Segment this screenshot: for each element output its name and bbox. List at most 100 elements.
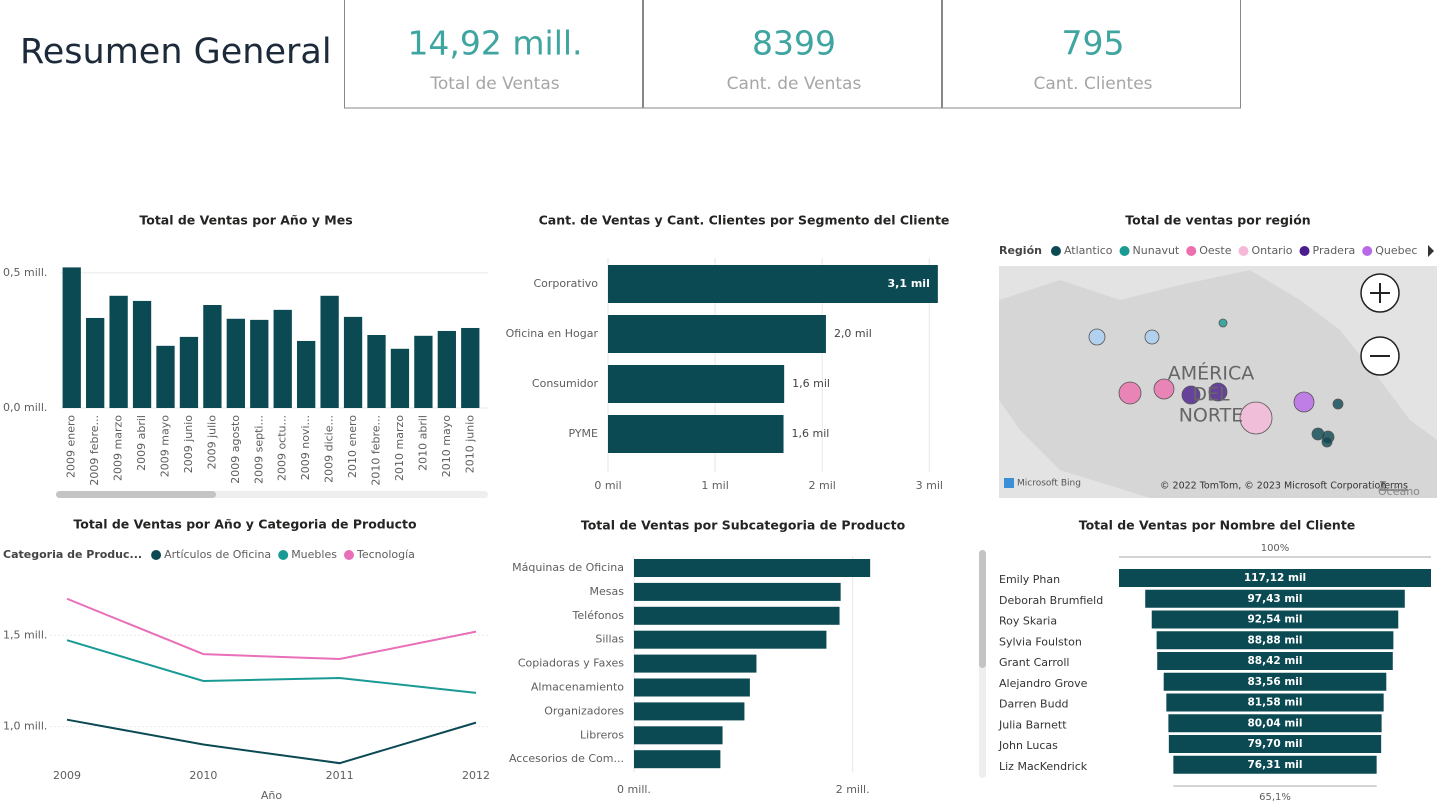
chart-title: Total de Ventas por Año y Mes	[139, 213, 352, 228]
funnel-bar	[1168, 714, 1382, 733]
x-tick-label: 2009 julio	[205, 415, 218, 470]
category-label: Copiadoras y Faxes	[518, 657, 624, 670]
y-tick-label: 1,5 mill.	[3, 628, 47, 641]
data-label: 88,42 mil	[1247, 655, 1302, 667]
bar	[634, 654, 757, 673]
y-tick-label: 0,0 mill.	[3, 401, 47, 414]
x-tick-label: 2 mill.	[836, 783, 870, 796]
map-bubble[interactable]	[1332, 398, 1344, 410]
x-tick-label: 2009 mayo	[159, 415, 172, 477]
map-bubble[interactable]	[1218, 318, 1228, 328]
bar	[634, 582, 841, 601]
bar	[390, 348, 410, 408]
category-label: Mesas	[590, 585, 625, 598]
legend-label: Atlantico	[1064, 244, 1113, 257]
x-axis-title: Año	[261, 789, 282, 802]
chart-title: Total de ventas por región	[1125, 213, 1310, 228]
x-tick-label: 2010 junio	[463, 415, 476, 474]
map-bubble[interactable]	[1208, 382, 1228, 402]
x-tick-label: 2009 abril	[135, 415, 148, 471]
map-bubble[interactable]	[1321, 436, 1333, 448]
bar	[634, 750, 721, 769]
kpi-card	[643, 0, 942, 109]
category-label: Deborah Brumfield	[999, 594, 1103, 607]
map-label: AMÉRICA	[1168, 362, 1254, 385]
bar	[634, 678, 750, 697]
bing-logo	[1004, 478, 1014, 488]
bar	[437, 330, 456, 408]
kpi-label: Total de Ventas	[429, 74, 559, 94]
legend-label: Tecnología	[356, 548, 415, 561]
funnel-bar	[1119, 569, 1431, 587]
y-tick-label: 0,5 mill.	[3, 266, 47, 279]
map-bubble[interactable]	[1118, 381, 1142, 405]
map-attribution: © 2022 TomTom, © 2023 Microsoft Corporat…	[1160, 481, 1386, 492]
kpi-card	[344, 0, 643, 109]
category-label: Sylvia Foulston	[999, 635, 1082, 648]
bar	[461, 327, 480, 408]
category-label: Libreros	[580, 728, 624, 741]
funnel-bar	[1145, 589, 1405, 608]
map-bubble[interactable]	[1088, 328, 1106, 346]
x-tick-label: 2009 dicie...	[323, 415, 336, 483]
x-tick-label: 2010 mayo	[440, 415, 453, 477]
data-label: 3,1 mil	[888, 277, 930, 290]
y-tick-label: 1,0 mill.	[3, 720, 47, 733]
kpi-card	[942, 0, 1241, 109]
legend-swatch	[1362, 246, 1373, 256]
map-ocean: Océano	[1378, 485, 1420, 498]
kpi-value: 795	[1062, 24, 1125, 63]
bar	[608, 365, 785, 403]
x-tick-label: 2010 enero	[346, 415, 359, 478]
legend-label: Quebec	[1375, 244, 1417, 257]
x-tick-label: 2010 marzo	[393, 415, 406, 481]
category-label: Alejandro Grove	[999, 677, 1088, 690]
legend-label: Artículos de Oficina	[164, 548, 271, 561]
data-label: 97,43 mil	[1247, 593, 1302, 605]
map-bubble[interactable]	[1144, 329, 1160, 345]
bar	[634, 606, 840, 625]
funnel-bar	[1163, 672, 1387, 691]
map-provider: Microsoft Bing	[1017, 479, 1081, 489]
legend-swatch	[1299, 246, 1310, 256]
bar	[608, 315, 826, 353]
bar	[634, 559, 871, 577]
scroll-thumb[interactable]	[979, 550, 986, 668]
chart-title: Total de Ventas por Subcategoria de Prod…	[581, 518, 906, 533]
data-label: 92,54 mil	[1247, 614, 1302, 626]
bar	[414, 335, 433, 408]
x-tick-label: 2 mil	[809, 479, 836, 492]
funnel-bar	[1151, 610, 1399, 629]
category-label: Organizadores	[544, 704, 624, 717]
legend-arrow[interactable]	[1428, 245, 1434, 257]
legend-swatch	[278, 550, 289, 560]
funnel-bar	[1157, 652, 1393, 670]
kpi-value: 8399	[752, 24, 836, 63]
series-line	[66, 718, 477, 765]
bar	[86, 317, 105, 408]
scroll-thumb[interactable]	[56, 491, 216, 498]
bar	[634, 702, 745, 721]
map-terms[interactable]: Terms	[1379, 481, 1408, 492]
funnel-bar	[1168, 735, 1382, 753]
x-tick-label: 2009 octu...	[276, 415, 289, 481]
bar	[608, 265, 938, 303]
category-label: Máquinas de Oficina	[512, 561, 624, 574]
legend-swatch	[1238, 246, 1249, 256]
x-tick-label: 0 mill.	[617, 783, 651, 796]
map-bubble[interactable]	[1239, 401, 1273, 435]
data-label: 2,0 mil	[834, 327, 872, 340]
x-tick-label: 2009 febre...	[88, 415, 101, 486]
chart-title: Total de Ventas por Año y Categoria de P…	[73, 517, 417, 532]
data-label: 1,6 mil	[792, 427, 830, 440]
map-bubble[interactable]	[1153, 378, 1175, 400]
map-bubble[interactable]	[1181, 385, 1201, 405]
x-tick-label: 2010	[189, 769, 217, 782]
bar	[634, 630, 827, 649]
data-label: 76,31 mil	[1247, 759, 1302, 771]
x-tick-label: 2009 enero	[65, 415, 78, 478]
category-label: PYME	[568, 427, 598, 440]
map-bubble[interactable]	[1293, 391, 1315, 413]
bar	[109, 295, 128, 408]
legend-swatch	[343, 550, 354, 560]
